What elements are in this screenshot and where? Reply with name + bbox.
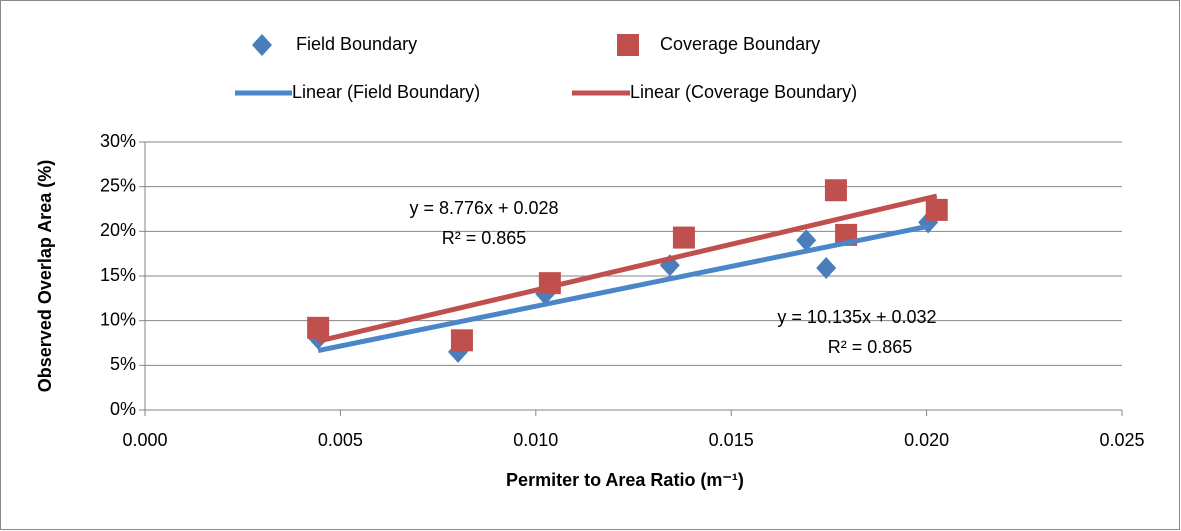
legend-label: Coverage Boundary [660, 34, 820, 54]
annotation: y = 10.135x + 0.032 [777, 307, 936, 327]
y-tick-label: 5% [110, 354, 136, 374]
point [824, 179, 847, 202]
legend-marker [252, 34, 272, 56]
x-tick-label: 0.010 [513, 430, 558, 450]
y-tick-label: 10% [100, 309, 136, 329]
point [925, 198, 948, 221]
y-tick-label: 25% [100, 175, 136, 195]
y-axis-label: Observed Overlap Area (%) [35, 160, 55, 392]
annotation: y = 8.776x + 0.028 [409, 198, 558, 218]
y-tick-label: 30% [100, 131, 136, 151]
point [450, 329, 473, 352]
x-tick-label: 0.025 [1099, 430, 1144, 450]
y-tick-label: 0% [110, 399, 136, 419]
legend-marker [617, 34, 639, 56]
y-tick-label: 15% [100, 265, 136, 285]
point [307, 316, 330, 339]
x-tick-label: 0.000 [122, 430, 167, 450]
annotation: R² = 0.865 [442, 228, 527, 248]
x-tick-label: 0.015 [709, 430, 754, 450]
x-tick-label: 0.005 [318, 430, 363, 450]
annotation: R² = 0.865 [828, 337, 913, 357]
legend-label: Linear (Coverage Boundary) [630, 82, 857, 102]
trendline [317, 223, 929, 354]
trendline [317, 193, 938, 344]
point [816, 256, 837, 279]
y-tick-label: 20% [100, 220, 136, 240]
legend-label: Field Boundary [296, 34, 417, 54]
legend-label: Linear (Field Boundary) [292, 82, 480, 102]
point [796, 229, 817, 252]
x-tick-label: 0.020 [904, 430, 949, 450]
point [672, 226, 695, 249]
x-axis-label: Permiter to Area Ratio (m⁻¹) [506, 470, 744, 490]
